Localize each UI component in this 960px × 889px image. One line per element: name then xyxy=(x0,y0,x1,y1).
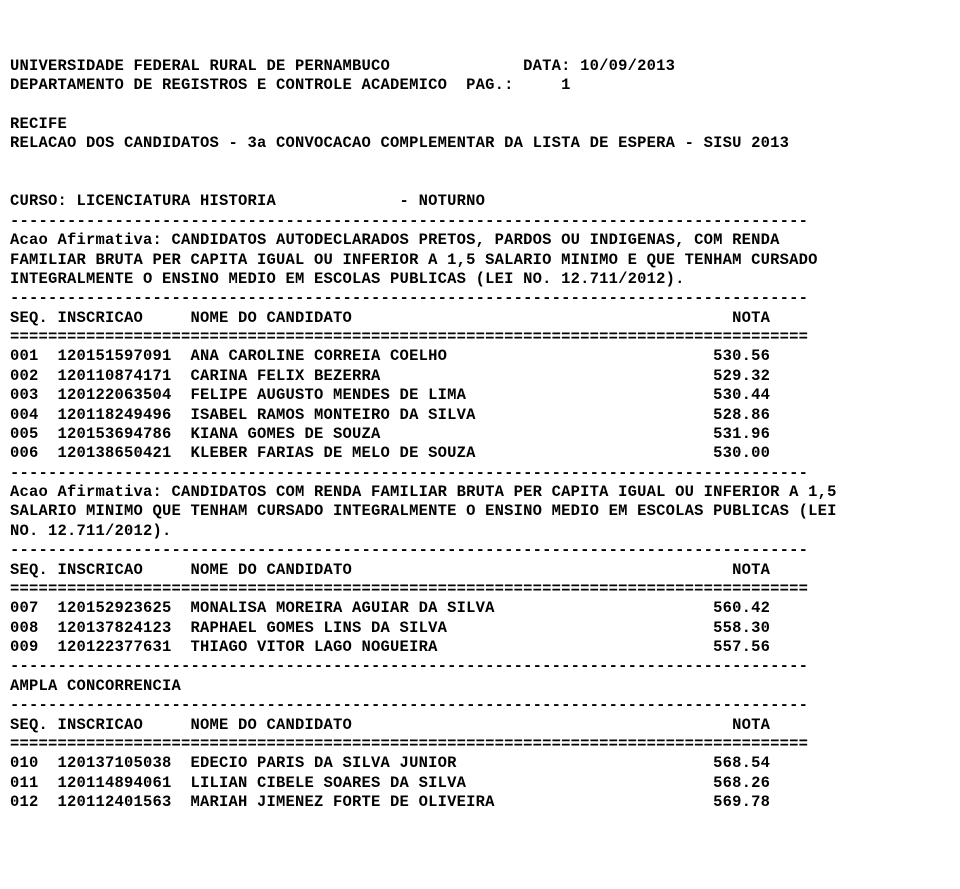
report-document: UNIVERSIDADE FEDERAL RURAL DE PERNAMBUCO… xyxy=(10,57,960,813)
